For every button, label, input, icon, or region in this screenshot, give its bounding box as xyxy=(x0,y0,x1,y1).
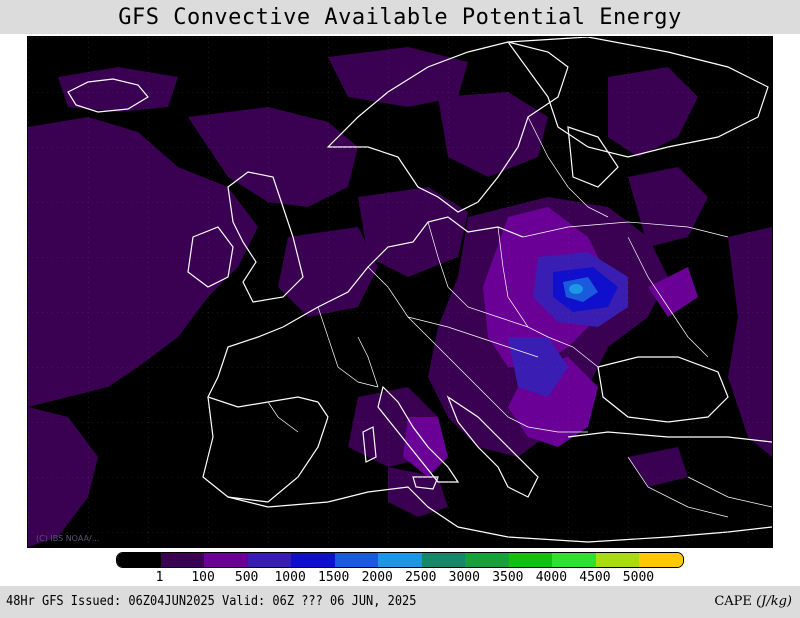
legend-color-bar xyxy=(116,552,684,568)
legend-swatch xyxy=(508,553,553,567)
variable-name: CAPE xyxy=(714,594,757,609)
legend-swatch xyxy=(552,553,596,567)
cape-map: (C) IBS NOAA/... xyxy=(27,36,773,548)
footer-bar xyxy=(0,586,800,618)
variable-units: CAPE (J/kg) xyxy=(714,594,792,609)
lat-lon-grid xyxy=(28,37,772,547)
issue-valid-info: 48Hr GFS Issued: 06Z04JUN2025 Valid: 06Z… xyxy=(6,594,417,609)
legend-swatch xyxy=(291,553,335,567)
legend-label: 1500 xyxy=(318,570,350,585)
color-legend xyxy=(116,552,684,568)
legend-label: 2000 xyxy=(361,570,393,585)
legend-label: 3500 xyxy=(492,570,524,585)
map-credit: (C) IBS NOAA/... xyxy=(36,534,100,543)
legend-swatch xyxy=(639,553,683,567)
legend-labels: 1 100 500 1000 1500 2000 2500 3000 3500 4000 4500 5… xyxy=(116,570,684,585)
legend-label: 4500 xyxy=(579,570,611,585)
legend-swatch xyxy=(465,553,509,567)
legend-swatch xyxy=(247,553,292,567)
legend-label: 1000 xyxy=(274,570,306,585)
chart-title: GFS Convective Available Potential Energ… xyxy=(0,0,800,34)
legend-swatch xyxy=(160,553,205,567)
legend-label: 5000 xyxy=(622,570,655,585)
map-canvas xyxy=(28,37,772,547)
legend-swatch xyxy=(204,553,248,567)
legend-swatch xyxy=(378,553,422,567)
legend-label: 4000 xyxy=(535,570,568,585)
units-label: (J/kg) xyxy=(756,594,792,609)
legend-label: 3000 xyxy=(448,570,480,585)
legend-label: 1 xyxy=(155,570,164,585)
legend-swatch xyxy=(595,553,640,567)
legend-label: 500 xyxy=(234,570,259,585)
legend-swatch xyxy=(117,553,161,567)
legend-label: 2500 xyxy=(405,570,437,585)
legend-swatch xyxy=(334,553,379,567)
legend-label: 100 xyxy=(191,570,215,585)
legend-swatch xyxy=(421,553,466,567)
